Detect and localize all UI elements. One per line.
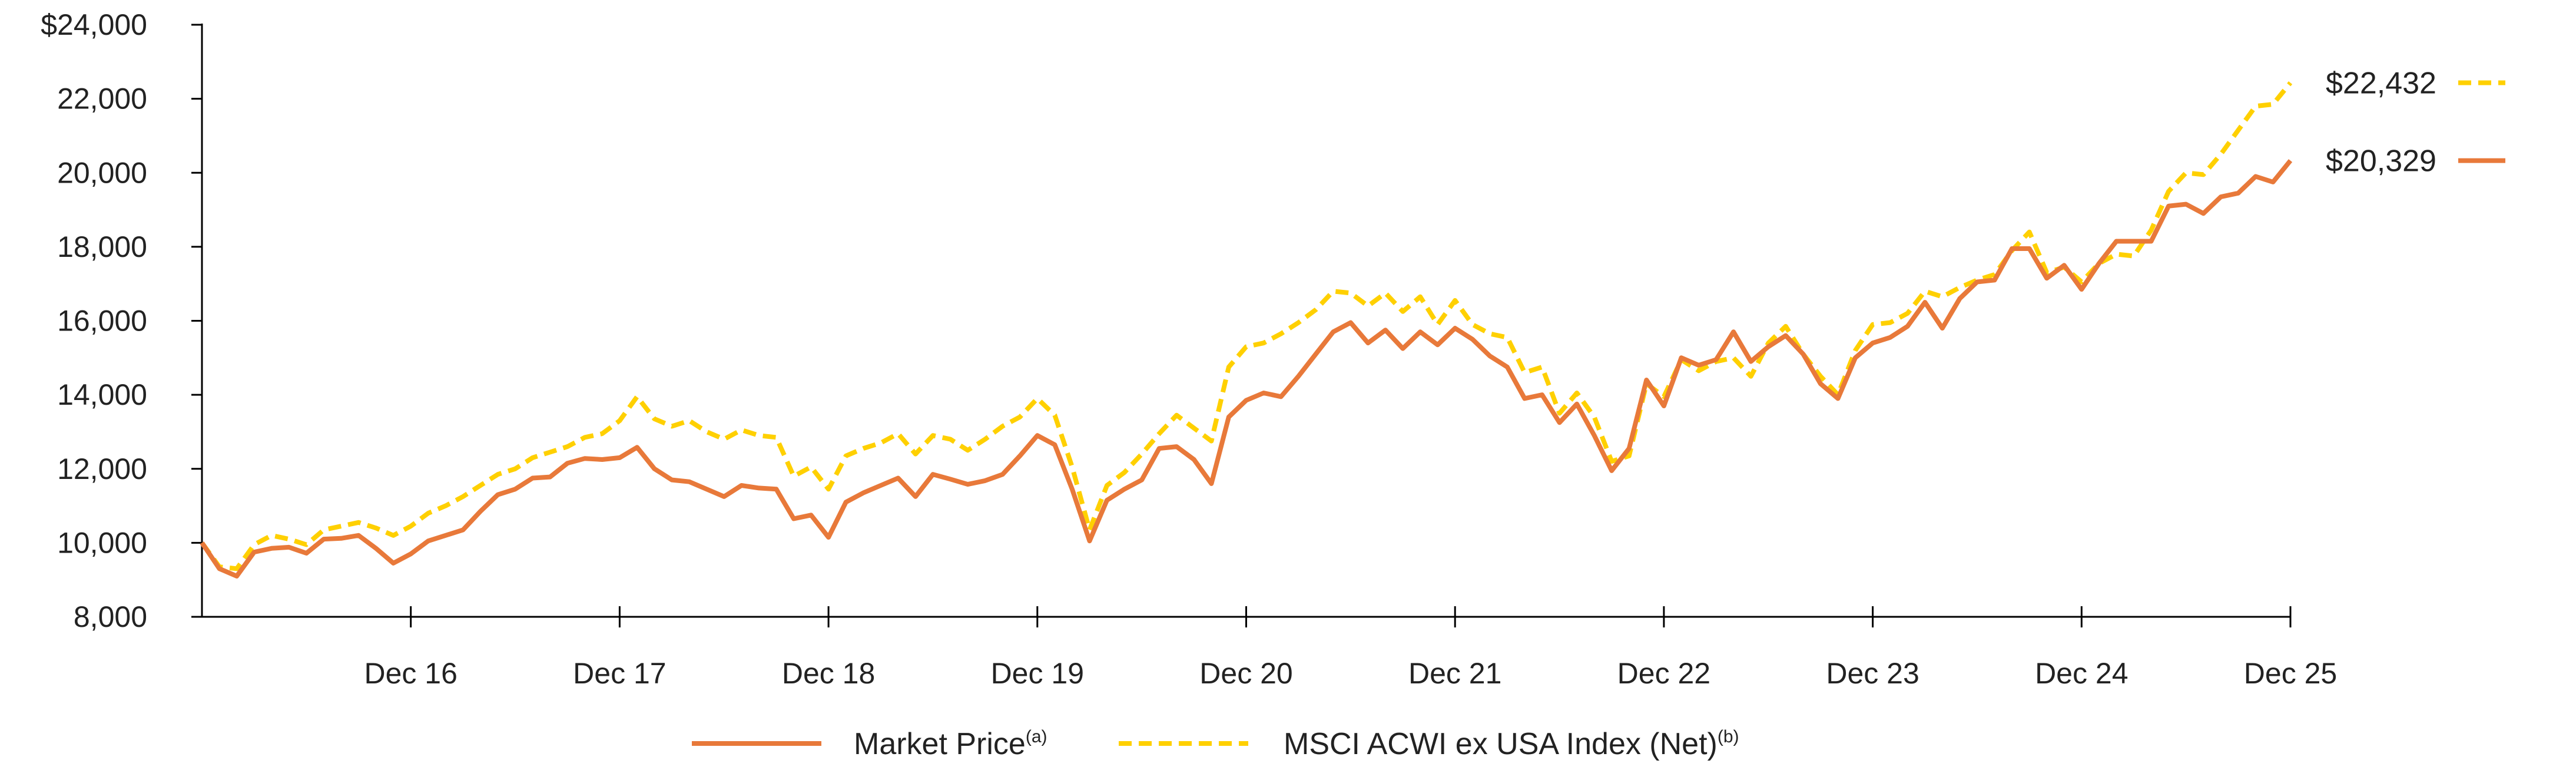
chart-legend: Market Price(a) MSCI ACWI ex USA Index (… <box>692 727 1739 761</box>
chart-axes <box>201 24 2290 618</box>
legend-name-msci-index: MSCI ACWI ex USA Index (Net) <box>1284 727 1718 761</box>
series-lines <box>200 81 2293 579</box>
x-tick-label: Dec 24 <box>2035 657 2128 690</box>
legend-superscript-market-price: (a) <box>1026 727 1047 746</box>
y-tick-label: 12,000 <box>57 452 147 485</box>
legend-label-msci-index: MSCI ACWI ex USA Index (Net)(b) <box>1284 727 1739 761</box>
y-tick-label: 22,000 <box>57 82 147 115</box>
y-tick-label: 14,000 <box>57 378 147 411</box>
x-tick-label: Dec 19 <box>991 657 1084 690</box>
x-tick-label: Dec 16 <box>364 657 457 690</box>
y-tick-label: 16,000 <box>57 305 147 338</box>
x-tick-label: Dec 21 <box>1408 657 1501 690</box>
series-line-msci-index <box>200 81 2293 571</box>
x-tick-label: Dec 17 <box>573 657 666 690</box>
x-tick-label: Dec 18 <box>782 657 875 690</box>
y-tick-label: 8,000 <box>74 600 147 633</box>
x-tick-label: Dec 20 <box>1199 657 1292 690</box>
y-tick-label: $24,000 <box>41 8 147 41</box>
end-label-market-price: $20,329 <box>2326 144 2436 179</box>
end-label-msci-index: $22,432 <box>2326 66 2436 100</box>
x-tick-label: Dec 23 <box>1826 657 1919 690</box>
x-axis-ticks: Dec 16 Dec 17 Dec 18 Dec 19 Dec 20 Dec 21 Dec … <box>364 606 2337 690</box>
y-axis-ticks: 8,000 10,000 12,000 14,000 16,000 18,000 20,00… <box>41 8 202 633</box>
legend-superscript-msci-index: (b) <box>1718 727 1739 746</box>
legend-label-market-price: Market Price(a) <box>854 727 1047 761</box>
legend-name-market-price: Market Price <box>854 727 1026 761</box>
x-tick-label: Dec 22 <box>1617 657 1710 690</box>
series-line-market-price <box>200 159 2293 579</box>
y-tick-label: 10,000 <box>57 526 147 559</box>
end-value-labels: $20,329 $22,432 <box>2326 66 2505 179</box>
y-tick-label: 18,000 <box>57 230 147 263</box>
x-tick-label: Dec 25 <box>2244 657 2337 690</box>
y-tick-label: 20,000 <box>57 156 147 189</box>
